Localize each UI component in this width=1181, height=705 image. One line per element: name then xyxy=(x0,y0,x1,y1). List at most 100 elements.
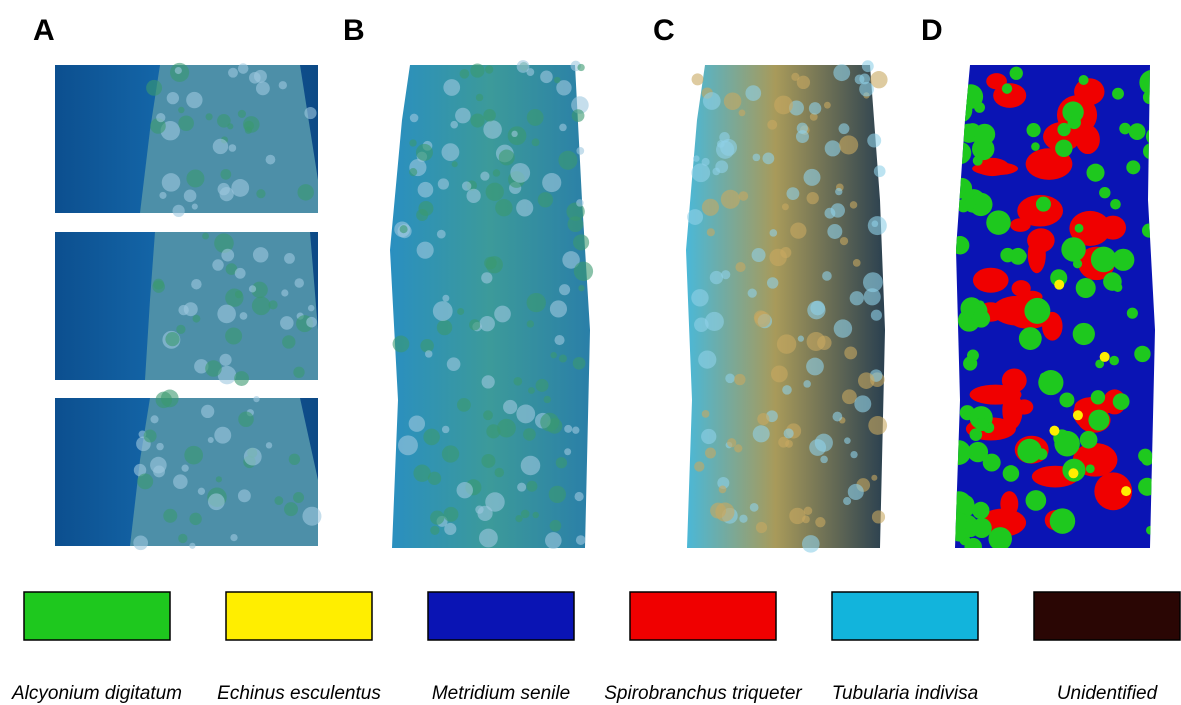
texture xyxy=(1146,127,1164,145)
texture xyxy=(516,199,533,216)
texture xyxy=(748,288,757,297)
texture xyxy=(574,262,593,281)
texture xyxy=(256,81,270,95)
texture xyxy=(1110,199,1121,210)
texture xyxy=(947,98,972,123)
texture xyxy=(850,451,857,458)
texture xyxy=(225,328,242,345)
texture xyxy=(527,320,534,327)
texture xyxy=(707,228,715,236)
texture xyxy=(1086,464,1095,473)
texture xyxy=(1061,237,1085,261)
texture xyxy=(1076,125,1100,154)
texture xyxy=(988,527,1011,550)
texture xyxy=(694,461,704,471)
texture xyxy=(302,507,321,526)
texture xyxy=(834,319,852,337)
texture xyxy=(430,511,444,525)
texture xyxy=(418,201,433,216)
texture xyxy=(739,109,746,116)
panel-label: C xyxy=(653,14,675,47)
texture xyxy=(457,308,464,315)
texture xyxy=(443,79,460,96)
texture xyxy=(835,188,842,195)
texture xyxy=(721,190,740,209)
texture xyxy=(753,425,770,442)
texture xyxy=(225,289,243,307)
texture xyxy=(442,445,459,462)
texture xyxy=(208,437,214,443)
texture xyxy=(450,121,458,129)
texture xyxy=(437,230,446,239)
texture xyxy=(220,169,231,180)
texture xyxy=(418,182,434,198)
texture xyxy=(1113,393,1130,410)
texture xyxy=(872,510,885,523)
texture xyxy=(1129,123,1146,140)
texture xyxy=(173,474,188,489)
texture xyxy=(516,404,535,423)
texture xyxy=(1028,236,1046,273)
texture xyxy=(544,396,551,403)
texture xyxy=(833,64,850,81)
texture xyxy=(151,415,159,423)
texture xyxy=(308,305,314,311)
texture xyxy=(1134,346,1150,362)
texture xyxy=(1126,160,1140,174)
texture xyxy=(266,442,272,448)
texture xyxy=(268,300,277,309)
texture xyxy=(294,278,303,287)
texture xyxy=(133,535,148,550)
texture xyxy=(549,486,566,503)
texture xyxy=(1068,116,1081,129)
texture xyxy=(420,339,434,353)
texture xyxy=(476,94,483,101)
texture xyxy=(1026,490,1047,511)
texture xyxy=(559,355,567,363)
texture xyxy=(146,80,162,96)
texture xyxy=(416,144,433,161)
texture xyxy=(771,365,788,382)
texture xyxy=(559,284,570,295)
texture xyxy=(721,270,730,279)
texture xyxy=(853,259,861,267)
texture xyxy=(951,236,969,254)
legend-swatch xyxy=(226,592,372,640)
texture xyxy=(425,350,432,357)
texture xyxy=(284,253,295,264)
texture xyxy=(1074,78,1104,105)
texture xyxy=(1112,249,1134,271)
texture xyxy=(1024,298,1050,324)
texture xyxy=(1019,327,1042,350)
legend-label: Alcyonium digitatum xyxy=(11,683,182,704)
texture xyxy=(430,526,439,535)
texture xyxy=(470,113,484,127)
texture xyxy=(176,325,185,334)
texture xyxy=(201,405,214,418)
texture xyxy=(1142,224,1156,238)
texture xyxy=(482,375,495,388)
texture xyxy=(466,189,480,203)
texture xyxy=(184,302,198,316)
texture xyxy=(810,301,825,316)
texture xyxy=(702,410,710,418)
texture xyxy=(304,107,316,119)
texture xyxy=(282,335,295,348)
texture xyxy=(493,169,500,176)
texture xyxy=(1143,90,1157,104)
texture xyxy=(153,279,164,290)
texture xyxy=(409,168,417,176)
texture xyxy=(1100,352,1110,362)
texture xyxy=(216,476,222,482)
texture xyxy=(963,356,977,370)
texture xyxy=(872,220,879,227)
texture xyxy=(815,517,825,527)
texture xyxy=(739,191,749,201)
texture xyxy=(297,184,313,200)
texture xyxy=(462,181,471,190)
texture xyxy=(533,512,539,518)
texture xyxy=(228,68,238,78)
texture xyxy=(871,475,877,481)
texture xyxy=(540,71,553,84)
texture xyxy=(409,139,416,146)
